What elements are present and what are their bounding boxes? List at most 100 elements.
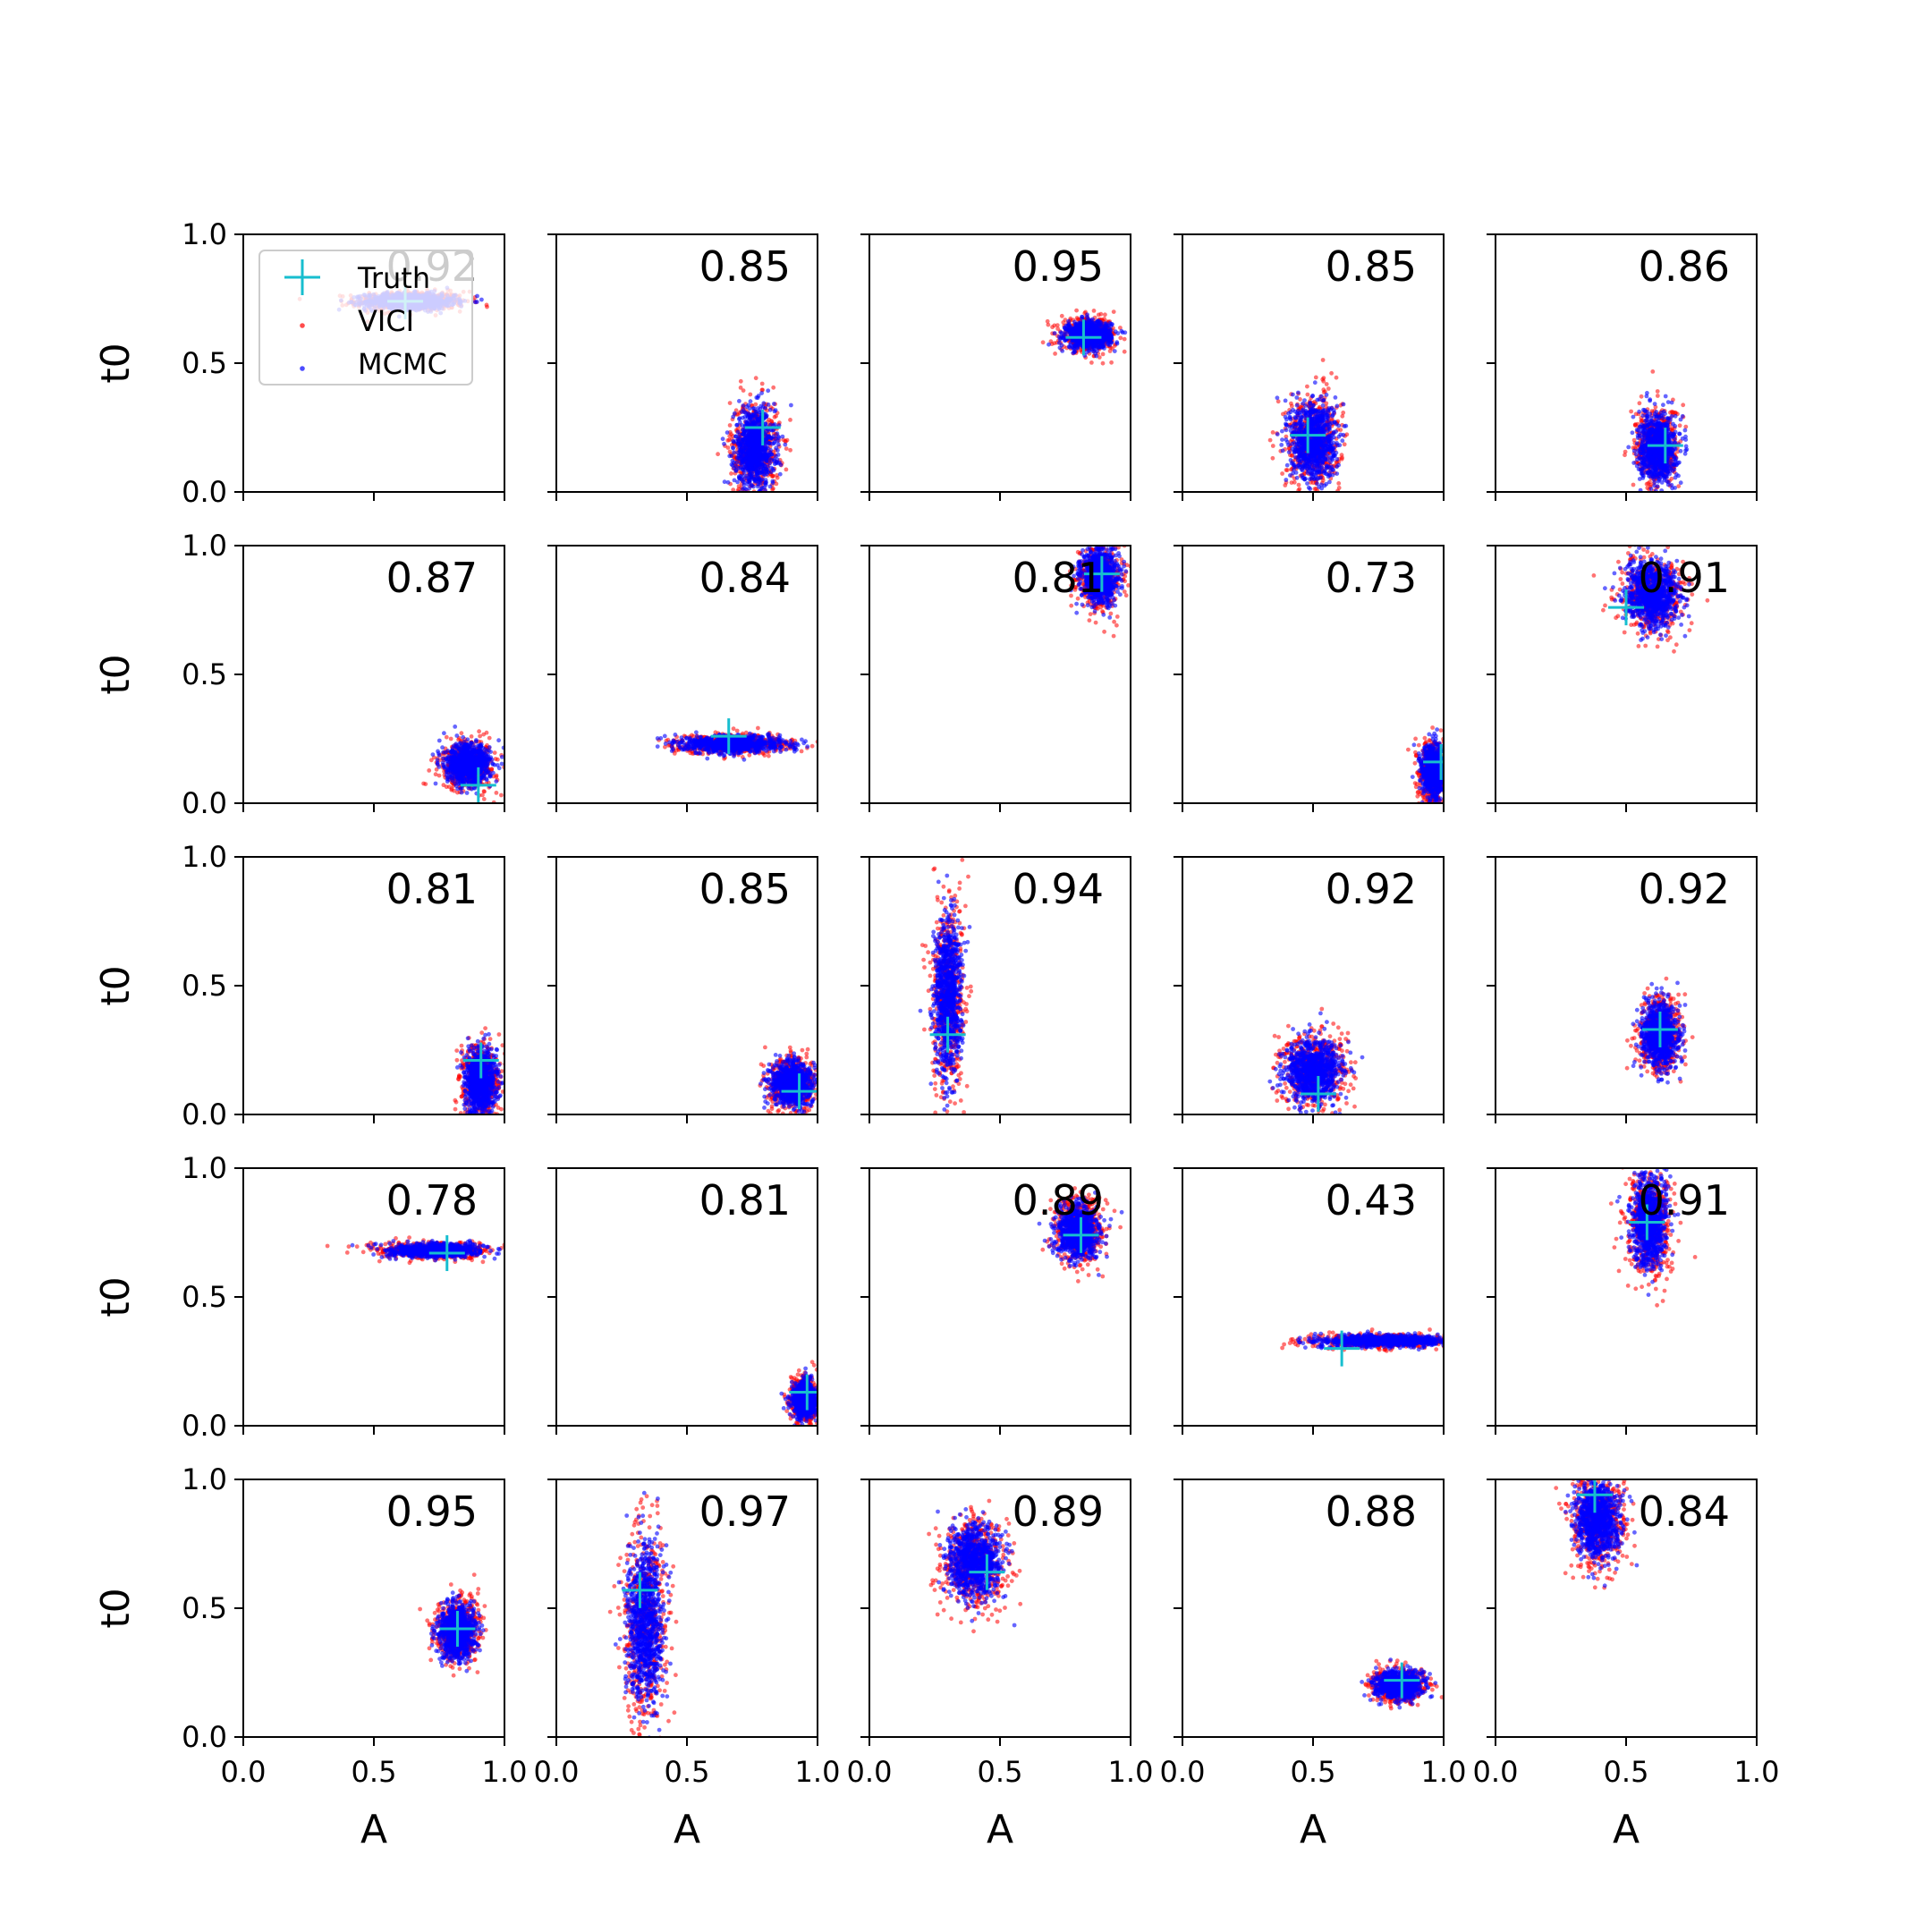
vici-point xyxy=(1059,313,1064,318)
mcmc-point xyxy=(479,297,484,302)
mcmc-point xyxy=(757,479,761,485)
vici-point xyxy=(1280,471,1284,476)
mcmc-point xyxy=(738,473,743,479)
mcmc-point xyxy=(744,466,750,470)
mcmc-point xyxy=(1086,331,1091,336)
mcmc-point xyxy=(1098,344,1104,350)
mcmc-point xyxy=(1063,332,1069,336)
mcmc-point xyxy=(725,479,731,485)
mcmc-point xyxy=(757,435,762,440)
mcmc-point xyxy=(472,300,478,305)
mcmc-point xyxy=(764,458,769,463)
mcmc-point xyxy=(750,467,756,471)
mcmc-point xyxy=(1075,338,1080,343)
vici-point xyxy=(770,473,775,479)
mcmc-point xyxy=(1090,349,1096,354)
mcmc-point xyxy=(1101,334,1106,339)
vici-point xyxy=(1296,487,1301,492)
vici-point xyxy=(1053,352,1057,356)
mcmc-point xyxy=(744,445,749,450)
vici-point xyxy=(738,378,743,384)
mcmc-point xyxy=(1095,331,1100,335)
mcmc-point xyxy=(753,409,758,414)
mcmc-point xyxy=(1098,341,1104,345)
vici-point xyxy=(1074,308,1079,313)
mcmc-point xyxy=(748,399,753,404)
vici-point xyxy=(1045,318,1050,324)
mcmc-point xyxy=(759,457,765,462)
vici-point xyxy=(1098,311,1104,317)
mcmc-point xyxy=(769,458,774,462)
vici-point xyxy=(1270,455,1275,461)
mcmc-point xyxy=(736,439,741,445)
mcmc-point xyxy=(760,470,765,475)
y-tick-label: 0.5 xyxy=(182,346,227,380)
mcmc-point xyxy=(1113,329,1118,335)
panel-4: 0.85 xyxy=(1174,233,1445,501)
vici-point xyxy=(753,376,758,381)
mcmc-point xyxy=(776,442,781,447)
mcmc-point xyxy=(738,445,742,449)
mcmc-point xyxy=(741,470,747,476)
mcmc-point xyxy=(766,402,771,407)
vici-point xyxy=(1284,468,1290,472)
mcmc-point xyxy=(1071,345,1075,351)
panel-score: 0.95 xyxy=(1013,242,1104,291)
mcmc-point xyxy=(1283,398,1288,403)
vici-point xyxy=(1109,360,1114,365)
mcmc-point xyxy=(1061,335,1066,340)
mcmc-point xyxy=(1114,341,1120,346)
mcmc-point xyxy=(751,484,756,489)
mcmc-point xyxy=(732,440,736,445)
panel-2: 0.85 xyxy=(547,233,818,501)
vici-point xyxy=(1292,479,1297,485)
y-tick-label: 0.0 xyxy=(182,475,227,509)
vici-point xyxy=(1305,384,1309,389)
mcmc-point xyxy=(775,457,780,462)
mcmc-point xyxy=(780,434,785,439)
mcmc-point xyxy=(1085,312,1089,318)
vici-point xyxy=(1055,323,1060,327)
mcmc-point xyxy=(748,470,753,474)
vici-point xyxy=(716,452,720,457)
vici-point xyxy=(788,447,792,453)
vici-point xyxy=(1100,352,1106,357)
mcmc-point xyxy=(722,441,726,446)
mcmc-point xyxy=(724,430,730,435)
mcmc-point xyxy=(1284,478,1289,482)
mcmc-point xyxy=(741,457,747,462)
vici-point xyxy=(485,304,489,309)
vici-point xyxy=(1078,348,1083,352)
truth-marker xyxy=(744,410,781,445)
vici-point xyxy=(1052,323,1057,328)
mcmc-point xyxy=(1333,395,1338,400)
mcmc-point xyxy=(737,457,742,462)
vici-point xyxy=(788,418,792,422)
mcmc-point xyxy=(775,448,780,453)
mcmc-point xyxy=(750,406,756,411)
vici-point xyxy=(1341,411,1346,415)
mcmc-point xyxy=(742,486,747,491)
mcmc-point xyxy=(727,453,733,459)
mcmc-point xyxy=(1291,392,1295,397)
mcmc-point xyxy=(758,453,762,457)
mcmc-point xyxy=(737,399,741,403)
vici-point xyxy=(736,484,741,488)
mcmc-point xyxy=(1052,331,1057,335)
mcmc-point xyxy=(735,479,740,485)
vici-point xyxy=(1048,339,1054,344)
vici-point xyxy=(1270,430,1275,435)
mcmc-point xyxy=(1091,320,1096,326)
vici-point xyxy=(1102,317,1106,321)
mcmc-point xyxy=(741,482,747,487)
vici-point xyxy=(1275,399,1281,404)
vici-point xyxy=(729,471,733,476)
mcmc-point xyxy=(733,434,738,439)
mcmc-point xyxy=(740,467,745,472)
mcmc-point xyxy=(1284,462,1290,468)
vici-point xyxy=(748,392,753,397)
mcmc-point xyxy=(756,394,761,398)
mcmc-point xyxy=(762,481,767,486)
vici-point xyxy=(1344,432,1350,437)
mcmc-point xyxy=(755,471,759,476)
